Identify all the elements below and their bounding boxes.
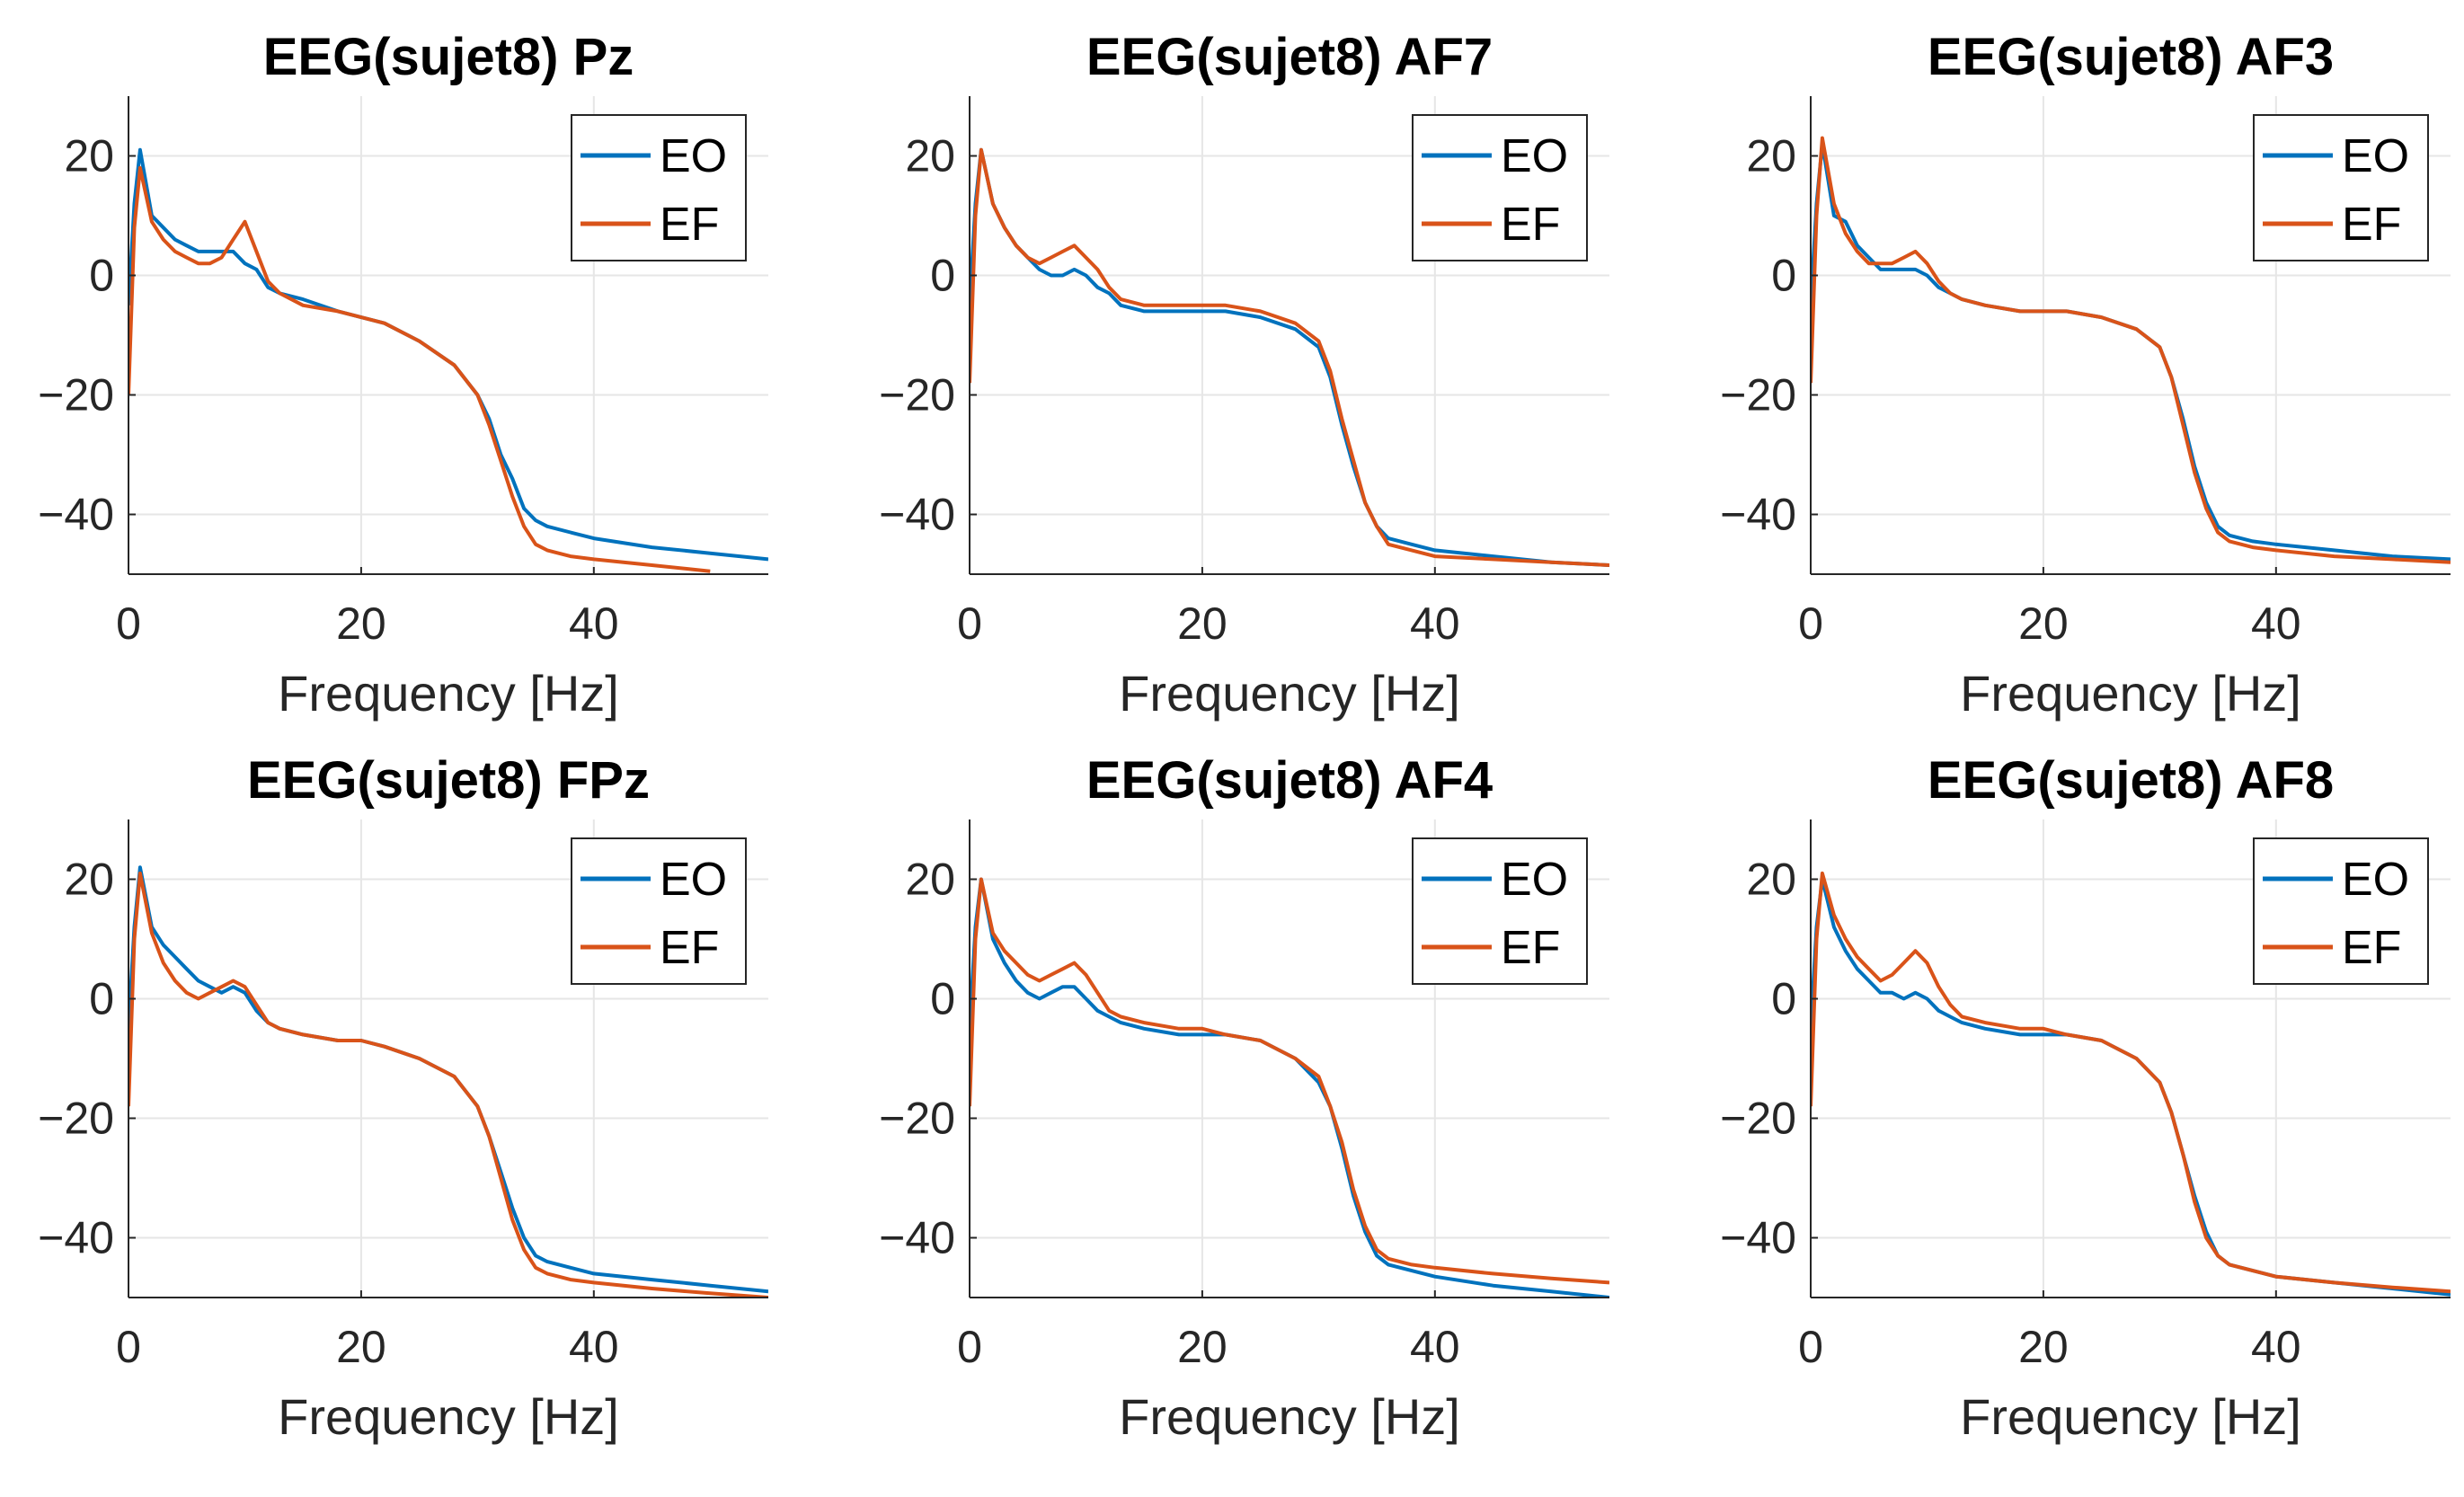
y-tick-label: −40 xyxy=(1720,490,1796,540)
chart-title: EEG(sujet8) FPz xyxy=(247,751,650,810)
legend-box xyxy=(1412,837,1588,985)
y-tick-label: 0 xyxy=(1771,251,1796,301)
legend-box xyxy=(571,114,747,261)
chart-title: EEG(sujet8) AF8 xyxy=(1928,751,2334,810)
series-line-EO xyxy=(970,877,1609,1298)
y-tick-label: −40 xyxy=(1720,1213,1796,1263)
x-axis-label: Frequency [Hz] xyxy=(278,1388,619,1445)
y-tick-label: −40 xyxy=(38,1213,114,1263)
legend-box xyxy=(2253,114,2429,261)
series-line-EF xyxy=(1811,871,2451,1294)
x-tick-label: 0 xyxy=(116,1322,141,1372)
x-tick-label: 0 xyxy=(957,1322,982,1372)
x-tick-label: 0 xyxy=(957,598,982,649)
y-tick-label: 20 xyxy=(64,855,114,905)
x-tick-label: 40 xyxy=(2251,1322,2301,1372)
x-tick-label: 40 xyxy=(2251,598,2301,649)
y-tick-label: 0 xyxy=(930,974,955,1024)
y-tick-label: 0 xyxy=(1771,974,1796,1024)
chart-title: EEG(sujet8) AF7 xyxy=(1086,28,1493,86)
chart-title: EEG(sujet8) AF4 xyxy=(1086,751,1493,810)
legend-label-EF: EF xyxy=(2342,199,2401,251)
x-axis-label: Frequency [Hz] xyxy=(1960,665,2301,722)
x-tick-label: 20 xyxy=(336,598,386,649)
legend-label-EO: EO xyxy=(2342,130,2409,182)
series-line-EF xyxy=(129,871,768,1298)
y-tick-label: −40 xyxy=(879,490,955,540)
series-line-EF xyxy=(129,165,711,573)
y-tick-label: 20 xyxy=(905,855,955,905)
legend-label-EF: EF xyxy=(660,199,719,251)
subplot-1: 0 20 40 20 0 −20 −40 EEG(sujet8) Pz Frequency [H… xyxy=(38,28,768,722)
y-tick-label: 20 xyxy=(1746,855,1796,905)
x-tick-label: 0 xyxy=(1798,598,1823,649)
series-line-EF xyxy=(970,147,1609,567)
x-tick-label: 40 xyxy=(569,1322,619,1372)
legend-label-EO: EO xyxy=(660,854,727,906)
x-axis-label: Frequency [Hz] xyxy=(1960,1388,2301,1445)
x-axis-label: Frequency [Hz] xyxy=(1119,1388,1460,1445)
legend: EO EF xyxy=(1412,114,1588,261)
chart-title: EEG(sujet8) AF3 xyxy=(1928,28,2334,86)
x-tick-label: 20 xyxy=(1177,598,1228,649)
series-line-EF xyxy=(970,877,1609,1285)
y-tick-label: 20 xyxy=(1746,131,1796,182)
x-tick-label: 40 xyxy=(1410,598,1460,649)
subplot-2: 0 20 40 20 0 −20 −40 EEG(sujet8) AF7 Frequency [… xyxy=(879,28,1609,722)
y-tick-label: −20 xyxy=(38,1094,114,1144)
x-tick-label: 20 xyxy=(1177,1322,1228,1372)
legend-box xyxy=(571,837,747,985)
subplot-3: 0 20 40 20 0 −20 −40 EEG(sujet8) AF3 Frequency [… xyxy=(1720,28,2451,722)
legend-label-EF: EF xyxy=(2342,922,2401,974)
x-tick-label: 40 xyxy=(1410,1322,1460,1372)
y-tick-label: 20 xyxy=(64,131,114,182)
legend-label-EF: EF xyxy=(1501,922,1560,974)
legend: EO EF xyxy=(2253,114,2429,261)
series-line-EF xyxy=(1811,136,2451,564)
y-tick-label: −20 xyxy=(38,370,114,421)
y-tick-label: −20 xyxy=(1720,1094,1796,1144)
y-tick-label: 0 xyxy=(89,251,114,301)
y-tick-label: −20 xyxy=(1720,370,1796,421)
x-tick-label: 20 xyxy=(336,1322,386,1372)
x-tick-label: 40 xyxy=(569,598,619,649)
legend: EO EF xyxy=(1412,837,1588,985)
x-axis-label: Frequency [Hz] xyxy=(1119,665,1460,722)
legend: EO EF xyxy=(571,837,747,985)
x-axis-label: Frequency [Hz] xyxy=(278,665,619,722)
legend-label-EO: EO xyxy=(1501,854,1568,906)
y-tick-label: 20 xyxy=(905,131,955,182)
y-tick-label: −20 xyxy=(879,370,955,421)
y-tick-label: −40 xyxy=(38,490,114,540)
legend-label-EF: EF xyxy=(1501,199,1560,251)
x-tick-label: 0 xyxy=(116,598,141,649)
legend-label-EF: EF xyxy=(660,922,719,974)
legend-box xyxy=(2253,837,2429,985)
y-tick-label: 0 xyxy=(930,251,955,301)
subplot-5: 0 20 40 20 0 −20 −40 EEG(sujet8) AF4 Frequency [… xyxy=(879,751,1609,1445)
chart-title: EEG(sujet8) Pz xyxy=(263,28,634,86)
x-tick-label: 20 xyxy=(2018,1322,2069,1372)
subplot-6: 0 20 40 20 0 −20 −40 EEG(sujet8) AF8 Frequency [… xyxy=(1720,751,2451,1445)
legend-label-EO: EO xyxy=(2342,854,2409,906)
y-tick-label: −40 xyxy=(879,1213,955,1263)
subplot-4: 0 20 40 20 0 −20 −40 EEG(sujet8) FPz Frequency [… xyxy=(38,751,768,1445)
legend-box xyxy=(1412,114,1588,261)
legend-label-EO: EO xyxy=(660,130,727,182)
x-tick-label: 0 xyxy=(1798,1322,1823,1372)
x-tick-label: 20 xyxy=(2018,598,2069,649)
legend: EO EF xyxy=(571,114,747,261)
y-tick-label: −20 xyxy=(879,1094,955,1144)
legend: EO EF xyxy=(2253,837,2429,985)
y-tick-label: 0 xyxy=(89,974,114,1024)
legend-label-EO: EO xyxy=(1501,130,1568,182)
